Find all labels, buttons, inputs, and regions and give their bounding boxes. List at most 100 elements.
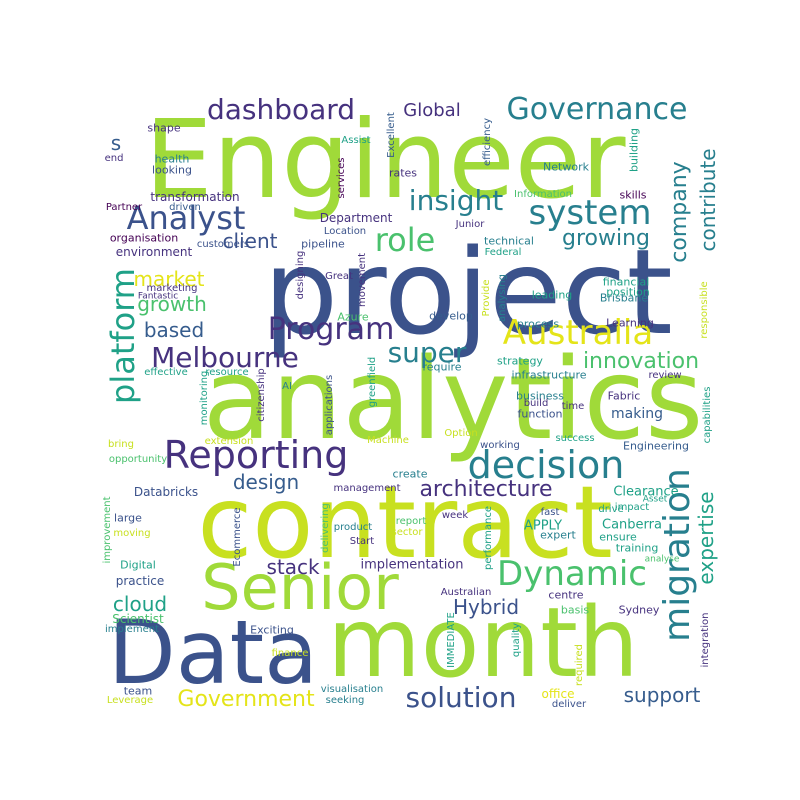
word-sydney: Sydney	[618, 603, 660, 617]
word-client: client	[222, 229, 278, 253]
word-australian: Australian	[440, 587, 492, 598]
word-strategy: strategy	[497, 354, 543, 368]
word-government: Government	[177, 687, 315, 712]
word-citizenship: citizenship	[256, 368, 267, 422]
word-growth: growth	[137, 292, 207, 316]
word-leading: leading	[531, 288, 573, 302]
word-hybrid: Hybrid	[452, 595, 520, 619]
word-office: office	[541, 687, 575, 701]
word-visualisation: visualisation	[320, 684, 384, 695]
word-management: management	[333, 483, 401, 494]
word-system: system	[528, 193, 652, 233]
word-innovation: innovation	[582, 349, 700, 374]
word-senior: Senior	[201, 551, 399, 624]
word-location: Location	[323, 226, 367, 237]
word-ai: AI	[282, 381, 292, 392]
word-architecture: architecture	[419, 477, 553, 502]
word-solution: solution	[405, 681, 517, 714]
word-provide: Provide	[481, 279, 492, 317]
word-performance: performance	[483, 505, 494, 571]
word-week: week	[441, 510, 469, 521]
word-role: role	[374, 221, 436, 259]
word-start: Start	[349, 536, 375, 547]
word-require: require	[422, 360, 462, 374]
word-review: review	[648, 370, 682, 381]
word-governance: Governance	[506, 92, 688, 127]
word-engineer: Engineer	[144, 98, 626, 223]
word-melbourne: Melbourne	[151, 341, 299, 374]
word-asset: Asset	[642, 494, 668, 505]
word-large: large	[114, 511, 142, 525]
word-services: services	[336, 157, 347, 199]
word-expertise: expertise	[694, 491, 718, 585]
word-technical: technical	[484, 234, 534, 248]
word-growing: growing	[562, 226, 650, 251]
word-analysing: analysing	[497, 274, 508, 322]
word-option: Option	[444, 428, 478, 439]
word-dynamic: Dynamic	[497, 554, 647, 594]
word-shape: shape	[147, 121, 181, 135]
word-time: time	[561, 401, 585, 412]
word-product: product	[333, 522, 373, 533]
word-driven: driven	[169, 202, 201, 213]
word-machine: Machine	[367, 435, 409, 446]
word-function: function	[517, 407, 563, 421]
word-movement: movement	[357, 252, 368, 308]
word-drive: drive	[598, 504, 624, 515]
word-australia: Australia	[502, 313, 654, 353]
word-greenfield: greenfield	[367, 356, 378, 408]
word-stack: stack	[266, 555, 320, 579]
word-apply: APPLY	[523, 518, 563, 534]
word-market: market	[133, 267, 205, 291]
word-delivering: delivering	[320, 503, 331, 553]
word-excellent: Excellent	[386, 112, 397, 158]
word-program: Program	[267, 312, 395, 347]
word-opportunity: opportunity	[108, 454, 168, 465]
word-clearance: Clearance	[613, 484, 679, 500]
word-skills: skills	[619, 188, 647, 202]
word-effective: effective	[144, 367, 188, 378]
word-health: health	[154, 152, 190, 166]
word-analytics: analytics	[202, 335, 704, 465]
word-end: end	[104, 153, 124, 164]
word-federal: Federal	[484, 247, 522, 258]
word-ecommerce: Ecommerce	[232, 507, 243, 567]
word-making: making	[611, 406, 663, 422]
word-process: process	[516, 317, 560, 331]
word-looking: looking	[152, 163, 192, 177]
word-analyse: analyse	[644, 554, 680, 565]
word-monitoring: monitoring	[199, 370, 210, 426]
word-create: create	[392, 467, 428, 481]
word-department: Department	[319, 211, 393, 225]
word-support: support	[623, 683, 701, 707]
word-infrastructure: infrastructure	[511, 368, 587, 382]
word-position: position	[606, 285, 650, 299]
word-team: team	[123, 684, 153, 698]
word-assist: Assist	[341, 135, 371, 146]
word-junior: Junior	[455, 219, 485, 230]
word-applications: applications	[324, 374, 335, 436]
word-contribute: contribute	[696, 148, 720, 252]
word-marketing: marketing	[146, 283, 198, 294]
word-deliver: deliver	[551, 699, 587, 710]
word-customers: customers	[196, 239, 250, 250]
word-expert: expert	[540, 528, 576, 542]
word-fast: fast	[540, 507, 560, 518]
word-finance: finance	[271, 648, 309, 659]
word-data: Data	[107, 601, 319, 704]
word-s: s	[110, 131, 122, 155]
word-transformation: transformation	[150, 190, 240, 204]
word-great: Great	[325, 271, 353, 282]
word-dashboard: dashboard	[206, 93, 356, 126]
word-contract: contract	[197, 464, 613, 581]
word-implement: implement	[105, 624, 159, 635]
word-financial: financial	[602, 275, 650, 289]
word-company: company	[667, 161, 692, 263]
word-sector: sector	[391, 527, 423, 538]
word-practice: practice	[115, 574, 165, 588]
word-canberra: Canberra	[602, 517, 662, 533]
word-responsible: responsible	[699, 281, 710, 339]
word-leverage: Leverage	[106, 695, 154, 706]
word-integration: integration	[700, 612, 711, 668]
word-brisbane: Brisbane	[599, 291, 649, 305]
